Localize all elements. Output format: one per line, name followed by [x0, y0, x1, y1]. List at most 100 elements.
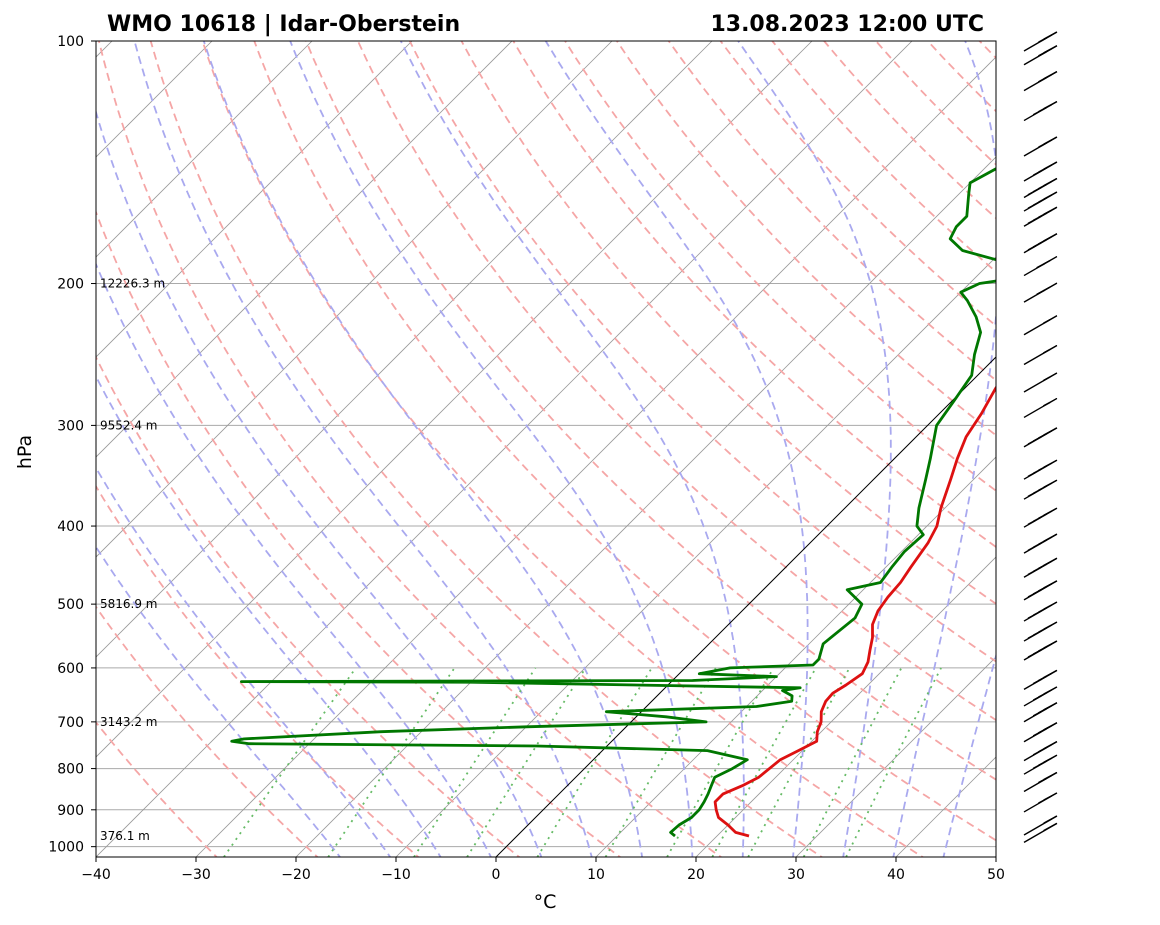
barb-full: [1038, 795, 1053, 804]
isotherm-line: [96, 41, 613, 558]
x-tick-label: 30: [787, 867, 805, 883]
isotherm-line: [795, 656, 996, 857]
moist-adiabat-line: [96, 466, 392, 857]
wind-barb: [1023, 427, 1058, 448]
dry-adiabat-line: [96, 484, 420, 857]
barb-full: [1027, 542, 1042, 551]
wind-barb: [1023, 459, 1058, 480]
wind-barb: [1023, 191, 1058, 212]
wind-barb: [1023, 161, 1058, 182]
barb-full: [1027, 566, 1042, 576]
barb-half: [1029, 491, 1037, 497]
wind-barb: [1023, 45, 1058, 66]
wind-barb: [1023, 100, 1058, 122]
height-label: 12226.3 m: [100, 277, 165, 291]
mixing-ratio-line: [666, 667, 775, 857]
mixing-ratio-line: [223, 667, 357, 857]
wind-barb: [1023, 669, 1058, 691]
wind-barb: [1023, 344, 1058, 366]
wind-barb: [1023, 372, 1058, 393]
wind-barb: [1023, 71, 1058, 92]
mixing-ratio-line: [711, 667, 817, 857]
wind-barb: [1023, 255, 1058, 277]
y-tick-label: 300: [57, 418, 84, 434]
wind-barb: [1023, 206, 1058, 227]
y-tick-label: 900: [57, 803, 84, 819]
barb-full: [1032, 760, 1047, 769]
height-label: 3143.2 m: [100, 715, 158, 729]
moist-adiabat-line: [96, 262, 492, 857]
moist-adiabat-line: [202, 41, 644, 857]
isotherm-line: [96, 41, 313, 258]
isotherm-line: [96, 41, 513, 458]
x-tick-label: 40: [887, 867, 905, 883]
x-tick-label: −20: [281, 867, 311, 883]
moist-adiabat-lines: [96, 41, 996, 857]
isotherm-line: [96, 41, 913, 857]
wind-barb: [1023, 815, 1058, 836]
mixing-ratio-line: [845, 667, 942, 857]
axes: −40 −30 −20 −10 0 10 20 30 40 50 100 200 300 400 500 60…: [48, 34, 1005, 883]
barb-half: [1042, 401, 1051, 407]
barb-full: [1027, 649, 1042, 658]
barb-half: [1037, 289, 1046, 295]
isotherm-line: [295, 156, 996, 857]
isotherm-lines: [96, 41, 996, 857]
barb-half: [1042, 319, 1051, 324]
chart-title-datetime: 13.08.2023 12:00 UTC: [710, 12, 984, 37]
moist-adiabat-line: [96, 545, 342, 857]
barb-full: [1032, 106, 1047, 116]
barb-full: [1027, 630, 1042, 639]
barb-half: [1029, 471, 1037, 477]
barb-half: [1039, 51, 1047, 56]
height-labels: 12226.3 m 9552.4 m 5816.9 m 3143.2 m 376.1 m: [100, 277, 165, 843]
wind-barb: [1023, 557, 1058, 578]
wind-barb: [1023, 741, 1058, 762]
dry-adiabat-line: [201, 41, 925, 857]
barb-half: [1034, 170, 1042, 176]
wind-barb: [1023, 507, 1058, 528]
barb-half: [1039, 142, 1047, 148]
barb-half: [1039, 77, 1047, 82]
moist-adiabat-line: [289, 41, 694, 857]
wind-barb: [1023, 792, 1058, 813]
barb-half: [1034, 731, 1042, 736]
mixing-ratio-line: [466, 667, 587, 857]
moist-adiabat-line: [96, 109, 543, 857]
mixing-ratio-line: [747, 667, 851, 857]
wind-barb: [1023, 136, 1058, 157]
wind-barb: [1023, 722, 1058, 743]
dry-adiabat-line: [408, 41, 996, 663]
height-label: 376.1 m: [100, 829, 150, 843]
plot-frame: [95, 40, 997, 858]
dry-adiabat-line: [253, 41, 996, 842]
barb-half: [1034, 711, 1042, 716]
dry-adiabat-line: [149, 41, 824, 857]
zero-isotherm: [495, 356, 996, 857]
barb-half: [1034, 695, 1042, 701]
x-tick-label: −10: [381, 867, 411, 883]
moist-adiabat-line: [544, 41, 809, 857]
y-axis-label: hPa: [14, 435, 36, 469]
isotherm-line: [195, 56, 996, 857]
barb-half: [1039, 777, 1047, 783]
mixing-ratio-line: [802, 667, 903, 857]
barb-half: [1029, 519, 1037, 525]
barb-full: [1027, 589, 1042, 598]
wind-barb: [1023, 177, 1058, 199]
wind-barb: [1023, 601, 1058, 622]
wind-barb: [1023, 621, 1058, 642]
isotherm-line: [995, 856, 996, 857]
wind-barb: [1023, 640, 1058, 661]
moist-adiabat-line: [133, 41, 593, 857]
moist-adiabat-line: [399, 41, 745, 857]
barb-half: [1044, 818, 1053, 824]
chart-title-station: WMO 10618 | Idar-Oberstein: [107, 12, 460, 37]
dry-adiabat-line: [978, 41, 996, 60]
wind-barb: [1023, 31, 1058, 52]
dry-adiabat-line: [512, 41, 996, 549]
y-tick-label: 1000: [48, 840, 84, 856]
barb-half: [1039, 37, 1047, 43]
barb-full: [1027, 215, 1042, 225]
x-axis-label: °C: [534, 891, 557, 913]
